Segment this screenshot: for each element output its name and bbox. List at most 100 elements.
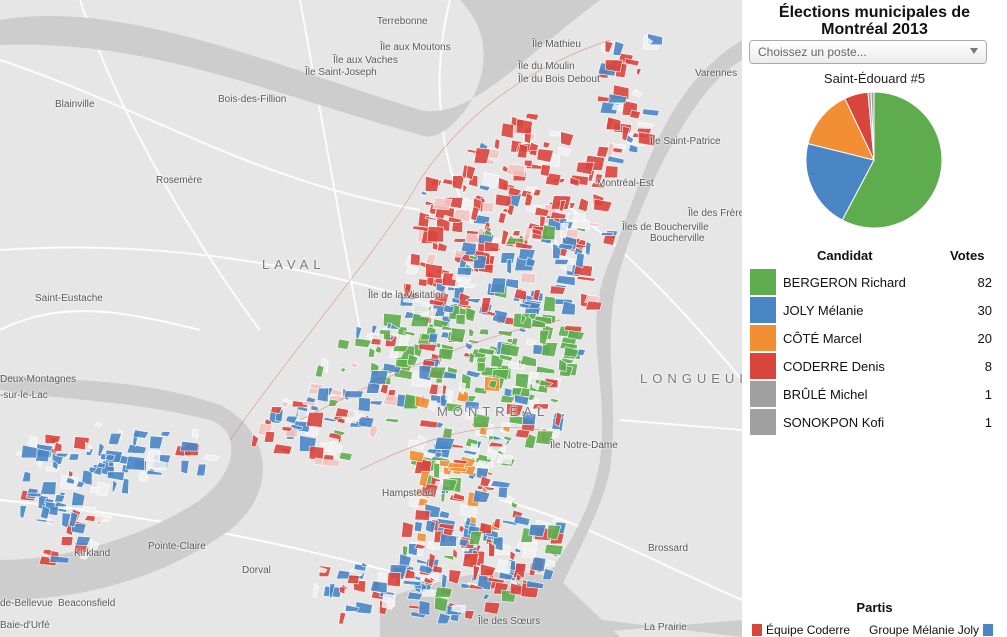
district-polygon[interactable] — [512, 562, 527, 578]
district-polygon[interactable] — [535, 430, 554, 446]
district-polygon[interactable] — [526, 338, 538, 346]
district-polygon[interactable] — [489, 277, 507, 294]
district-polygon[interactable] — [636, 68, 642, 77]
district-polygon[interactable] — [646, 37, 654, 46]
district-polygon[interactable] — [71, 491, 86, 506]
election-map[interactable]: Terrebonne Île aux Moutons Île aux Vache… — [0, 0, 742, 637]
district-polygon[interactable] — [467, 339, 481, 345]
district-polygon[interactable] — [434, 595, 449, 613]
district-polygon[interactable] — [383, 417, 400, 424]
district-polygon[interactable] — [438, 510, 450, 519]
district-polygon[interactable] — [451, 296, 461, 305]
district-polygon[interactable] — [575, 252, 585, 269]
district-polygon[interactable] — [531, 403, 550, 410]
district-polygon[interactable] — [407, 292, 419, 299]
district-polygon[interactable] — [338, 586, 346, 595]
district-polygon[interactable] — [597, 95, 610, 102]
district-polygon[interactable] — [465, 369, 482, 379]
district-polygon[interactable] — [386, 572, 402, 588]
district-polygon[interactable] — [497, 211, 507, 224]
district-polygon[interactable] — [406, 591, 423, 601]
district-polygon[interactable] — [557, 243, 575, 251]
district-polygon[interactable] — [454, 249, 467, 258]
district-polygon[interactable] — [487, 576, 506, 584]
district-polygon[interactable] — [349, 568, 366, 577]
district-polygon[interactable] — [464, 298, 482, 304]
district-polygon[interactable] — [465, 306, 477, 323]
district-polygon[interactable] — [476, 361, 487, 372]
district-polygon[interactable] — [409, 449, 425, 463]
legend-item-equipe-coderre[interactable]: Équipe Coderre — [752, 623, 850, 637]
district-polygon[interactable] — [337, 338, 350, 350]
district-polygon[interactable] — [563, 346, 580, 358]
district-polygon[interactable] — [40, 481, 57, 496]
district-polygon[interactable] — [519, 354, 537, 368]
district-polygon[interactable] — [486, 310, 497, 317]
district-polygon[interactable] — [417, 211, 430, 228]
district-polygon[interactable] — [448, 569, 462, 585]
district-polygon[interactable] — [530, 556, 547, 572]
district-polygon[interactable] — [354, 337, 373, 348]
district-polygon[interactable] — [358, 416, 375, 428]
district-polygon[interactable] — [60, 536, 74, 547]
district-polygon[interactable] — [509, 550, 516, 562]
district-polygon[interactable] — [541, 342, 559, 358]
district-polygon[interactable] — [146, 469, 163, 476]
district-polygon[interactable] — [637, 122, 655, 128]
district-polygon[interactable] — [552, 217, 561, 223]
district-polygon[interactable] — [514, 547, 521, 554]
candidate-row[interactable]: CODERRE Denis 8 — [750, 353, 992, 379]
district-polygon[interactable] — [61, 512, 72, 529]
district-polygon[interactable] — [525, 112, 540, 121]
district-polygon[interactable] — [555, 275, 576, 287]
district-polygon[interactable] — [401, 521, 414, 538]
district-polygon[interactable] — [192, 429, 199, 440]
district-polygon[interactable] — [577, 197, 590, 213]
district-polygon[interactable] — [423, 576, 435, 584]
chevron-down-icon[interactable] — [970, 48, 978, 54]
district-polygon[interactable] — [468, 254, 479, 261]
district-polygon[interactable] — [468, 327, 475, 338]
district-polygon[interactable] — [159, 430, 171, 437]
district-polygon[interactable] — [517, 303, 532, 309]
district-polygon[interactable] — [367, 346, 376, 358]
district-polygon[interactable] — [560, 300, 576, 316]
district-polygon[interactable] — [514, 429, 531, 439]
district-polygon[interactable] — [428, 552, 436, 570]
district-polygon[interactable] — [361, 561, 369, 568]
district-polygon[interactable] — [406, 353, 419, 366]
district-polygon[interactable] — [94, 513, 113, 522]
district-polygon[interactable] — [203, 454, 221, 462]
district-polygon[interactable] — [111, 479, 118, 494]
district-polygon[interactable] — [488, 441, 504, 448]
district-polygon[interactable] — [642, 108, 660, 117]
district-polygon[interactable] — [604, 165, 619, 179]
district-polygon[interactable] — [507, 362, 526, 370]
district-polygon[interactable] — [327, 437, 339, 443]
district-polygon[interactable] — [336, 417, 346, 425]
district-polygon[interactable] — [387, 597, 396, 607]
district-polygon[interactable] — [403, 330, 416, 337]
district-polygon[interactable] — [416, 434, 427, 451]
district-polygon[interactable] — [37, 460, 44, 468]
district-polygon[interactable] — [522, 542, 538, 558]
district-polygon[interactable] — [409, 494, 422, 508]
district-polygon[interactable] — [476, 459, 495, 469]
district-polygon[interactable] — [51, 459, 59, 471]
pie-slice[interactable] — [805, 143, 875, 221]
district-polygon[interactable] — [149, 435, 164, 450]
district-polygon[interactable] — [21, 470, 32, 483]
district-polygon[interactable] — [506, 204, 516, 217]
district-polygon[interactable] — [424, 215, 439, 221]
district-polygon[interactable] — [422, 589, 438, 597]
district-polygon[interactable] — [104, 454, 116, 462]
district-polygon[interactable] — [450, 327, 467, 344]
district-polygon[interactable] — [585, 241, 592, 257]
district-polygon[interactable] — [414, 509, 431, 521]
district-polygon[interactable] — [572, 219, 591, 230]
district-polygon[interactable] — [629, 109, 642, 120]
district-polygon[interactable] — [289, 423, 304, 431]
district-polygon[interactable] — [444, 402, 463, 413]
district-polygon[interactable] — [451, 605, 467, 613]
district-polygon[interactable] — [462, 449, 479, 456]
